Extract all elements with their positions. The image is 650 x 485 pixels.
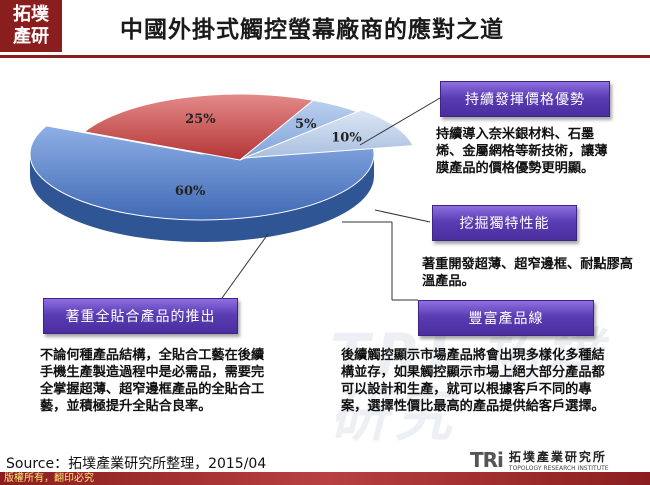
pie-label-0: 60% <box>175 184 206 199</box>
strategy-text-performance: 著重開發超薄、超窄邊框、耐點膠高溫產品。 <box>422 257 633 289</box>
title-divider <box>0 55 650 58</box>
strategy-text-price: 持續導入奈米銀材料、石墨烯、金屬網格等新技術，讓薄膜產品的價格優勢更明顯。 <box>436 127 608 176</box>
brand-name-cn: 拓墣產業研究所 <box>508 450 607 464</box>
pie-label-3: 10% <box>331 130 362 145</box>
strategy-title-full-lamination: 著重全貼合產品的推出 <box>43 298 238 334</box>
brand-name-en: TOPOLOGY RESEARCH INSTITUTE <box>508 465 609 472</box>
pie-sides <box>30 154 374 242</box>
strategy-title-price: 持續發揮價格優勢 <box>440 81 610 117</box>
logo-line-1: 拓墣 <box>13 4 49 25</box>
copyright-text: 版權所有，翻印必究 <box>4 473 94 484</box>
pie-tops <box>29 93 414 221</box>
brand-mark: TRi <box>470 448 504 472</box>
page-title: 中國外掛式觸控螢幕廠商的應對之道 <box>120 16 504 43</box>
strategy-text-full-lamination: 不論何種產品結構，全貼合工藝在後續手機生產製造過程中是必需品，需要完全掌握超薄、… <box>40 348 265 414</box>
footer-bar <box>0 472 650 485</box>
strategy-title-performance: 挖掘獨特性能 <box>432 205 577 241</box>
strategy-text-product-line: 後續觸控顯示市場產品將會出現多樣化多種結構並存，如果觸控顯示市場上絕大部分產品都… <box>341 348 605 414</box>
strategy-title-product-line: 豐富產品線 <box>418 300 594 336</box>
pie-label-1: 25% <box>185 112 216 127</box>
source-note: Source：拓墣產業研究所整理，2015/04 <box>6 456 267 472</box>
pie-slice-1 <box>83 93 315 161</box>
pie-chart: 60% 25% 5% 10% <box>29 93 414 242</box>
logo: 拓墣 產研 <box>0 0 62 52</box>
pie-labels: 60% 25% 5% 10% <box>175 112 362 199</box>
brand-logo: TRi 拓墣產業研究所 TOPOLOGY RESEARCH INSTITUTE <box>470 448 609 472</box>
pie-slice-side-0 <box>30 154 374 242</box>
logo-line-2: 產研 <box>13 26 49 47</box>
pie-label-2: 5% <box>295 117 317 132</box>
